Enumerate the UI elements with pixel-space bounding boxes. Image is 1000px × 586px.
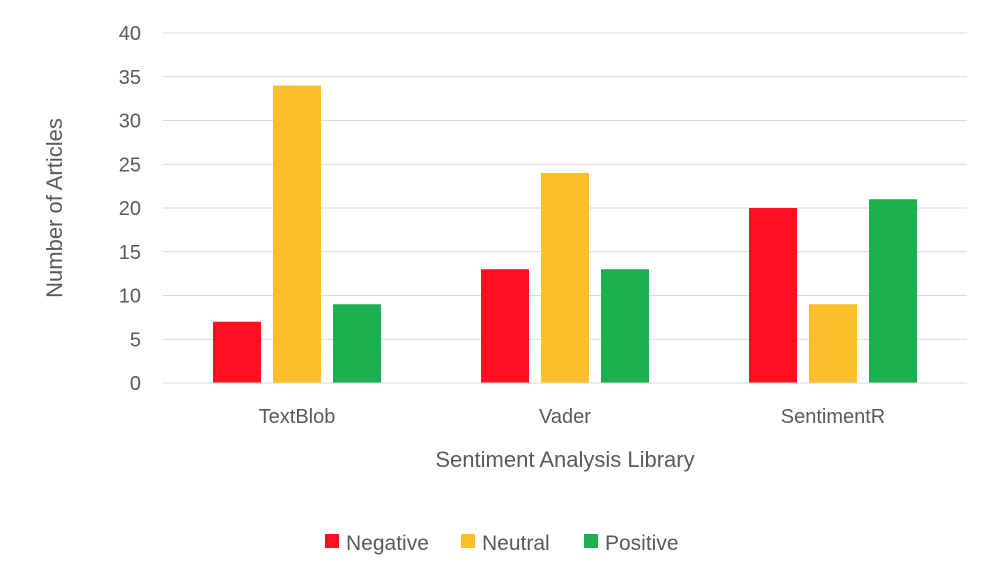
y-tick-label: 30: [119, 111, 141, 133]
y-tick-label: 20: [119, 198, 141, 220]
bar-positive-vader: [601, 269, 649, 383]
legend-swatch-positive: [584, 534, 598, 548]
bar-negative-vader: [481, 269, 529, 383]
y-tick-label: 5: [130, 329, 141, 351]
x-axis-ticks: TextBlob Vader SentimentR: [259, 406, 886, 428]
x-axis-title: Sentiment Analysis Library: [435, 447, 694, 472]
legend-swatch-neutral: [461, 534, 475, 548]
legend-label-negative: Negative: [346, 532, 429, 555]
bar-neutral-sentimentr: [809, 304, 857, 383]
y-tick-label: 0: [130, 373, 141, 395]
bar-neutral-vader: [541, 173, 589, 383]
x-tick-label: Vader: [539, 406, 591, 428]
bars: [213, 85, 917, 383]
legend: Negative Neutral Positive: [325, 532, 679, 555]
y-axis-ticks: 0 5 10 15 20 25 30 35 40: [119, 23, 141, 395]
bar-negative-textblob: [213, 321, 261, 383]
x-tick-label: TextBlob: [259, 406, 336, 428]
legend-swatch-negative: [325, 534, 339, 548]
y-tick-label: 35: [119, 67, 141, 89]
bar-positive-sentimentr: [869, 199, 917, 383]
x-tick-label: SentimentR: [781, 406, 886, 428]
legend-label-neutral: Neutral: [482, 532, 550, 555]
y-tick-label: 25: [119, 154, 141, 176]
y-axis-title: Number of Articles: [42, 118, 67, 298]
bar-negative-sentimentr: [749, 208, 797, 383]
legend-label-positive: Positive: [605, 532, 679, 555]
bar-neutral-textblob: [273, 85, 321, 383]
bar-positive-textblob: [333, 304, 381, 383]
y-tick-label: 15: [119, 242, 141, 264]
y-tick-label: 40: [119, 23, 141, 45]
y-tick-label: 10: [119, 286, 141, 308]
